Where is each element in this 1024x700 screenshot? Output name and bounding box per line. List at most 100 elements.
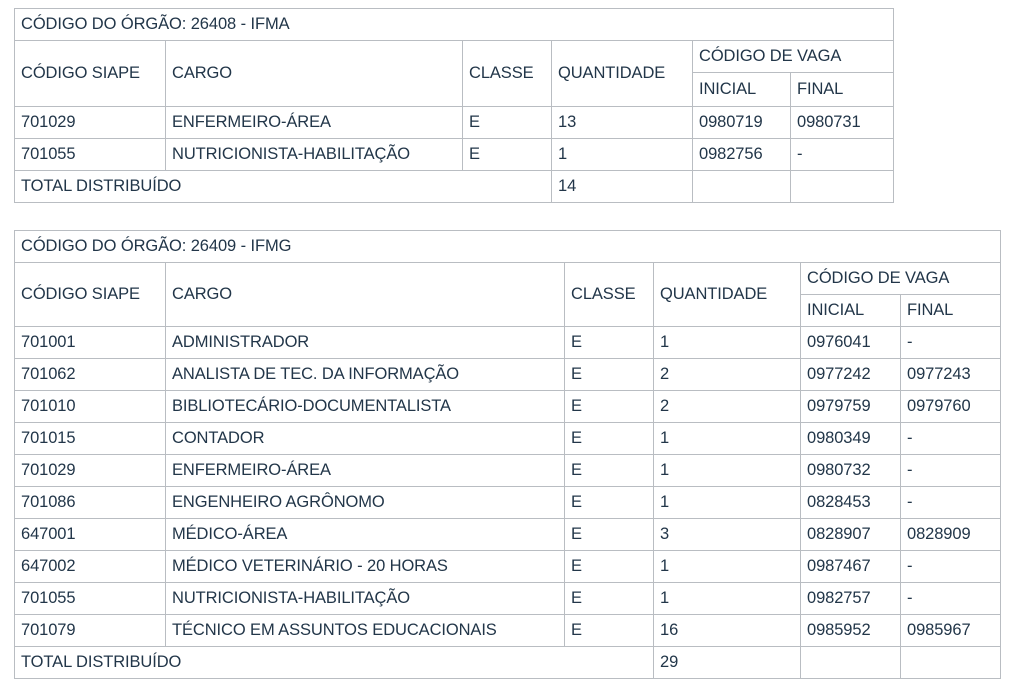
- cell-cargo: MÉDICO-ÁREA: [165, 518, 565, 551]
- total-label: TOTAL DISTRIBUÍDO: [14, 646, 654, 679]
- cell-classe: E: [564, 518, 654, 551]
- table-total-row: TOTAL DISTRIBUÍDO 29: [14, 646, 1002, 679]
- table-row: 647001 MÉDICO-ÁREA E 3 0828907 0828909: [14, 518, 1002, 551]
- cell-classe: E: [564, 422, 654, 455]
- cell-codigo-siape: 647002: [14, 550, 166, 583]
- cell-classe: E: [564, 390, 654, 423]
- cell-codigo-siape: 701079: [14, 614, 166, 647]
- table-header-row: CÓDIGO SIAPE CARGO CLASSE QUANTIDADE CÓD…: [14, 262, 1002, 327]
- cell-vaga-final: 0828909: [899, 518, 1002, 551]
- cell-classe: E: [564, 614, 654, 647]
- cell-codigo-siape: 701086: [14, 486, 166, 519]
- cell-quantidade: 1: [653, 422, 801, 455]
- cell-vaga-inicial: 0828907: [800, 518, 901, 551]
- cell-cargo: ADMINISTRADOR: [165, 326, 565, 359]
- header-codigo-siape: CÓDIGO SIAPE: [14, 262, 166, 327]
- cell-vaga-final: -: [789, 138, 895, 171]
- table-subheader-row: INICIAL FINAL: [15, 72, 895, 107]
- cell-cargo: NUTRICIONISTA-HABILITAÇÃO: [165, 582, 565, 615]
- cell-cargo: ENFERMEIRO-ÁREA: [165, 454, 565, 487]
- table-row: 701029 ENFERMEIRO-ÁREA E 13 0980719 0980…: [14, 106, 895, 139]
- cell-codigo-siape: 701015: [14, 422, 166, 455]
- orgao-table-26408: CÓDIGO DO ÓRGÃO: 26408 - IFMA CÓDIGO SIA…: [13, 8, 895, 203]
- header-classe: CLASSE: [564, 262, 654, 327]
- cell-quantidade: 1: [653, 486, 801, 519]
- total-label: TOTAL DISTRIBUÍDO: [14, 170, 552, 203]
- table-subheader-row: INICIAL FINAL: [15, 294, 1002, 327]
- header-final: FINAL: [899, 294, 1002, 327]
- header-codigo-de-vaga: CÓDIGO DE VAGA: [691, 40, 895, 73]
- cell-cargo: BIBLIOTECÁRIO-DOCUMENTALISTA: [165, 390, 565, 423]
- header-codigo-de-vaga: CÓDIGO DE VAGA: [799, 262, 1002, 295]
- cell-cargo: ENFERMEIRO-ÁREA: [165, 106, 463, 139]
- cell-classe: E: [564, 326, 654, 359]
- table-total-row: TOTAL DISTRIBUÍDO 14: [14, 170, 895, 203]
- cell-classe: E: [564, 486, 654, 519]
- cell-cargo: CONTADOR: [165, 422, 565, 455]
- total-vaga-inicial: [800, 646, 901, 679]
- cell-codigo-siape: 701055: [14, 138, 166, 171]
- cell-cargo: ANALISTA DE TEC. DA INFORMAÇÃO: [165, 358, 565, 391]
- cell-vaga-inicial: 0977242: [800, 358, 901, 391]
- table-row: 701029 ENFERMEIRO-ÁREA E 1 0980732 -: [14, 454, 1002, 487]
- table-title-row: CÓDIGO DO ÓRGÃO: 26408 - IFMA: [13, 8, 895, 41]
- table-row: 701015 CONTADOR E 1 0980349 -: [14, 422, 1002, 455]
- cell-vaga-final: 0977243: [899, 358, 1002, 391]
- header-cargo: CARGO: [165, 40, 463, 107]
- cell-vaga-final: 0980731: [789, 106, 895, 139]
- cell-cargo: ENGENHEIRO AGRÔNOMO: [165, 486, 565, 519]
- orgao-title: CÓDIGO DO ÓRGÃO: 26409 - IFMG: [13, 230, 1002, 263]
- header-codigo-siape: CÓDIGO SIAPE: [14, 40, 166, 107]
- total-vaga-final: [789, 170, 895, 203]
- cell-vaga-final: -: [899, 582, 1002, 615]
- total-vaga-final: [899, 646, 1002, 679]
- cell-quantidade: 1: [653, 454, 801, 487]
- header-quantidade: QUANTIDADE: [653, 262, 801, 327]
- table-row: 701001 ADMINISTRADOR E 1 0976041 -: [14, 326, 1002, 359]
- cell-cargo: MÉDICO VETERINÁRIO - 20 HORAS: [165, 550, 565, 583]
- cell-quantidade: 13: [551, 106, 693, 139]
- header-cargo: CARGO: [165, 262, 565, 327]
- cell-quantidade: 1: [653, 550, 801, 583]
- orgao-title: CÓDIGO DO ÓRGÃO: 26408 - IFMA: [13, 8, 895, 41]
- cell-vaga-inicial: 0980719: [692, 106, 791, 139]
- cell-codigo-siape: 701055: [14, 582, 166, 615]
- cell-vaga-final: -: [899, 422, 1002, 455]
- cell-vaga-inicial: 0828453: [800, 486, 901, 519]
- header-final: FINAL: [789, 72, 895, 107]
- cell-vaga-final: 0985967: [899, 614, 1002, 647]
- table-row: 701086 ENGENHEIRO AGRÔNOMO E 1 0828453 -: [14, 486, 1002, 519]
- table-row: 701079 TÉCNICO EM ASSUNTOS EDUCACIONAIS …: [14, 614, 1002, 647]
- table-row: 701055 NUTRICIONISTA-HABILITAÇÃO E 1 098…: [14, 138, 895, 171]
- cell-codigo-siape: 701001: [14, 326, 166, 359]
- cell-vaga-inicial: 0982756: [692, 138, 791, 171]
- cell-classe: E: [564, 550, 654, 583]
- cell-cargo: NUTRICIONISTA-HABILITAÇÃO: [165, 138, 463, 171]
- table-title-row: CÓDIGO DO ÓRGÃO: 26409 - IFMG: [13, 230, 1002, 263]
- total-quantidade: 29: [653, 646, 801, 679]
- table-header-row: CÓDIGO SIAPE CARGO CLASSE QUANTIDADE CÓD…: [14, 40, 895, 107]
- cell-vaga-final: -: [899, 454, 1002, 487]
- cell-classe: E: [462, 106, 552, 139]
- cell-quantidade: 1: [653, 326, 801, 359]
- cell-classe: E: [564, 454, 654, 487]
- cell-codigo-siape: 701010: [14, 390, 166, 423]
- cell-quantidade: 3: [653, 518, 801, 551]
- total-vaga-inicial: [692, 170, 791, 203]
- table-row: 701010 BIBLIOTECÁRIO-DOCUMENTALISTA E 2 …: [14, 390, 1002, 423]
- cell-vaga-inicial: 0985952: [800, 614, 901, 647]
- header-quantidade: QUANTIDADE: [551, 40, 693, 107]
- cell-vaga-final: -: [899, 486, 1002, 519]
- cell-classe: E: [564, 358, 654, 391]
- table-row: 701062 ANALISTA DE TEC. DA INFORMAÇÃO E …: [14, 358, 1002, 391]
- cell-codigo-siape: 701062: [14, 358, 166, 391]
- cell-classe: E: [564, 582, 654, 615]
- header-inicial: INICIAL: [800, 294, 901, 327]
- header-classe: CLASSE: [462, 40, 552, 107]
- header-inicial: INICIAL: [692, 72, 791, 107]
- cell-vaga-final: -: [899, 550, 1002, 583]
- cell-vaga-final: 0979760: [899, 390, 1002, 423]
- total-quantidade: 14: [551, 170, 693, 203]
- cell-codigo-siape: 647001: [14, 518, 166, 551]
